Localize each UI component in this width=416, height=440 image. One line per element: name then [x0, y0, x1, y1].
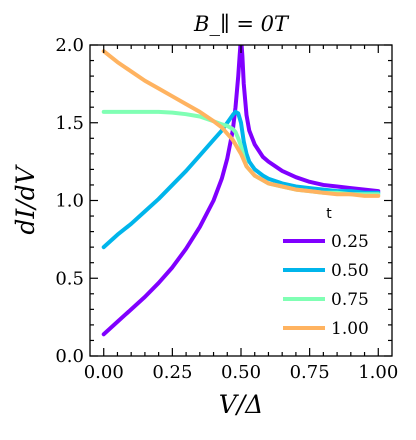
legend-title: t — [326, 206, 332, 222]
legend-label-3: 1.00 — [331, 319, 369, 339]
tick-labels: 0.00 0.25 0.50 0.75 1.00 0.0 0.5 1.0 1.5 2.0 — [55, 35, 398, 383]
y-tick-label: 0.5 — [55, 268, 84, 289]
series-line-3 — [101, 49, 381, 198]
x-tick-label: 0.25 — [152, 362, 192, 383]
y-axis-title: dI/dV — [11, 163, 40, 234]
x-tick-label: 1.00 — [358, 362, 398, 383]
x-tick-label: 0.50 — [221, 362, 261, 383]
x-tick-label: 0.00 — [84, 362, 124, 383]
y-tick-label: 1.5 — [55, 113, 84, 134]
series-layer — [101, 45, 381, 337]
x-axis-title: V/Δ — [219, 390, 264, 419]
y-tick-label: 1.0 — [55, 191, 84, 212]
legend-label-0: 0.25 — [331, 232, 369, 252]
series-line-0 — [101, 45, 381, 337]
y-tick-label: 0.0 — [55, 346, 84, 367]
ticks-layer — [90, 44, 392, 357]
chart-title: B_∥ = 0T — [193, 12, 290, 36]
legend: t 0.25 0.50 0.75 1.00 — [283, 206, 369, 339]
x-tick-label: 0.75 — [290, 362, 330, 383]
legend-entries: 0.25 0.50 0.75 1.00 — [283, 232, 369, 339]
legend-label-1: 0.50 — [331, 261, 369, 281]
series-line-1 — [101, 109, 381, 250]
legend-label-2: 0.75 — [331, 290, 369, 310]
y-tick-label: 2.0 — [55, 35, 84, 56]
